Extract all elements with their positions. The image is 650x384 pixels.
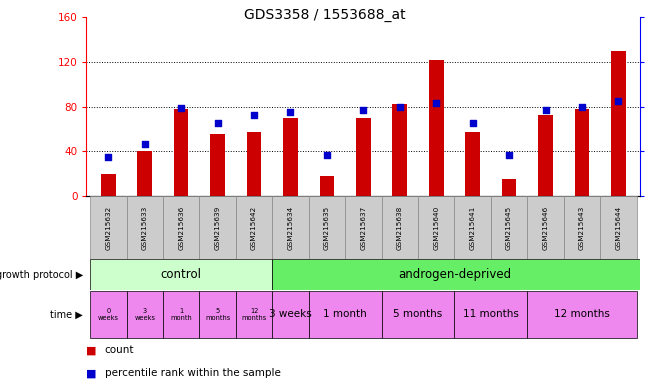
Text: ■: ■	[86, 345, 97, 355]
Text: 3
weeks: 3 weeks	[135, 308, 155, 321]
Bar	[382, 291, 454, 338]
Bar	[272, 196, 309, 259]
Bar	[527, 291, 636, 338]
Text: 1 month: 1 month	[323, 309, 367, 319]
Text: time ▶: time ▶	[51, 309, 83, 319]
Text: 3 weeks: 3 weeks	[269, 309, 312, 319]
Bar	[575, 109, 590, 196]
Bar	[127, 291, 163, 338]
Bar	[174, 109, 188, 196]
Text: 12 months: 12 months	[554, 309, 610, 319]
Text: GSM215633: GSM215633	[142, 205, 148, 250]
Point	[285, 109, 296, 115]
Bar	[382, 196, 418, 259]
Bar	[418, 196, 454, 259]
Text: 1
month: 1 month	[170, 308, 192, 321]
Text: GSM215643: GSM215643	[579, 205, 585, 250]
Bar	[527, 196, 564, 259]
Bar	[163, 196, 200, 259]
Text: GSM215646: GSM215646	[543, 205, 549, 250]
Point	[358, 107, 369, 113]
Text: GSM215641: GSM215641	[470, 205, 476, 250]
Text: percentile rank within the sample: percentile rank within the sample	[105, 368, 281, 378]
Text: count: count	[105, 345, 134, 355]
Bar	[90, 196, 127, 259]
Text: control: control	[161, 268, 202, 281]
Point	[103, 154, 114, 160]
Point	[613, 98, 623, 104]
Text: GSM215632: GSM215632	[105, 205, 111, 250]
Text: GSM215642: GSM215642	[251, 205, 257, 250]
Point	[577, 104, 587, 110]
Bar	[465, 132, 480, 196]
Point	[213, 119, 223, 126]
Bar	[236, 291, 272, 338]
Bar	[247, 132, 261, 196]
Point	[249, 113, 259, 119]
Text: GSM215635: GSM215635	[324, 205, 330, 250]
Bar	[356, 118, 370, 196]
Text: GSM215634: GSM215634	[287, 205, 294, 250]
Bar	[90, 291, 127, 338]
Point	[504, 152, 514, 158]
Bar	[272, 291, 309, 338]
Bar	[163, 291, 200, 338]
Point	[140, 141, 150, 147]
Bar	[564, 196, 600, 259]
Bar	[429, 60, 443, 196]
Bar	[101, 174, 116, 196]
Bar	[236, 196, 272, 259]
Text: 0
weeks: 0 weeks	[98, 308, 119, 321]
Bar	[320, 176, 334, 196]
Text: 12
months: 12 months	[241, 308, 266, 321]
Bar	[502, 179, 516, 196]
Text: GSM215644: GSM215644	[616, 205, 621, 250]
Bar	[127, 196, 163, 259]
Bar	[200, 196, 236, 259]
Point	[540, 107, 551, 113]
Bar	[283, 118, 298, 196]
Text: GSM215638: GSM215638	[396, 205, 403, 250]
Text: androgen-deprived: androgen-deprived	[398, 268, 511, 281]
Point	[467, 119, 478, 126]
Point	[431, 100, 441, 106]
Text: GSM215636: GSM215636	[178, 205, 184, 250]
Point	[395, 104, 405, 110]
Bar	[393, 104, 407, 196]
Bar	[200, 291, 236, 338]
Bar	[309, 196, 345, 259]
Bar	[90, 259, 272, 290]
Bar	[272, 259, 640, 290]
Text: GSM215640: GSM215640	[433, 205, 439, 250]
Bar	[611, 51, 626, 196]
Bar	[600, 196, 636, 259]
Bar	[454, 196, 491, 259]
Bar	[454, 291, 527, 338]
Point	[176, 105, 187, 111]
Bar	[538, 116, 552, 196]
Bar	[309, 291, 382, 338]
Bar	[137, 151, 152, 196]
Bar	[211, 134, 225, 196]
Text: 5
months: 5 months	[205, 308, 230, 321]
Text: growth protocol ▶: growth protocol ▶	[0, 270, 83, 280]
Text: 11 months: 11 months	[463, 309, 519, 319]
Text: GSM215639: GSM215639	[214, 205, 220, 250]
Text: GSM215645: GSM215645	[506, 205, 512, 250]
Text: 5 months: 5 months	[393, 309, 443, 319]
Text: GDS3358 / 1553688_at: GDS3358 / 1553688_at	[244, 8, 406, 22]
Point	[322, 152, 332, 158]
Text: ■: ■	[86, 368, 97, 378]
Bar	[491, 196, 527, 259]
Text: GSM215637: GSM215637	[360, 205, 367, 250]
Bar	[345, 196, 382, 259]
